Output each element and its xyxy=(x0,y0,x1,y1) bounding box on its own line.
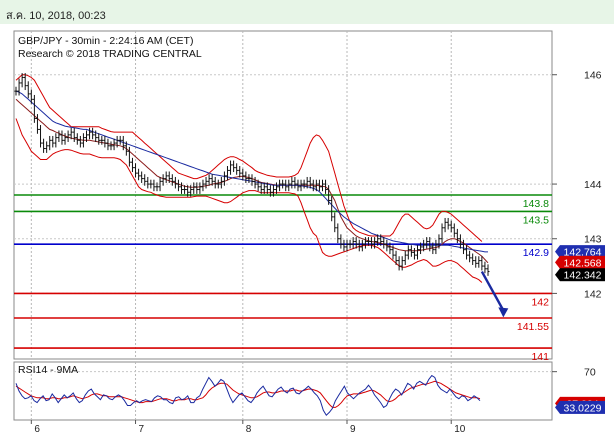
chart-title: GBP/JPY - 30min - 2:24:16 AM (CET) xyxy=(18,35,193,47)
y-tick-label: 142 xyxy=(584,288,602,300)
y-tick-label: 144 xyxy=(584,179,602,191)
forecast-arrow-shaft xyxy=(480,270,505,311)
timestamp: ส.ค. 10, 2018, 00:23 xyxy=(6,10,106,22)
chart-subtitle: Research © 2018 TRADING CENTRAL xyxy=(18,48,202,60)
x-tick-label: 9 xyxy=(350,424,356,435)
level-label: 141 xyxy=(531,351,549,363)
price-tag xyxy=(560,255,605,269)
rsi-tag xyxy=(560,400,605,414)
level-label: 143.5 xyxy=(523,214,549,226)
band-line-upper xyxy=(15,74,483,242)
price-tag-pointer xyxy=(555,245,560,259)
level-label: 143.8 xyxy=(523,198,549,210)
x-tick-label: 7 xyxy=(139,424,145,435)
x-tick-label: 6 xyxy=(34,424,40,435)
price-tag-pointer xyxy=(555,268,560,282)
y-tick-label: 143 xyxy=(584,234,602,246)
x-tick-label: 10 xyxy=(454,424,466,435)
price-tag-pointer xyxy=(555,255,560,269)
rsi-line xyxy=(15,374,481,416)
top-status-bar: ส.ค. 10, 2018, 00:23 xyxy=(0,0,614,24)
forecast-arrow-head xyxy=(498,307,509,318)
price-tag xyxy=(560,268,605,282)
y-tick-label: 146 xyxy=(584,70,602,82)
band-line-lower xyxy=(15,118,483,283)
level-label: 141.55 xyxy=(517,321,549,333)
rsi-tag-text: 33.0229 xyxy=(564,402,602,414)
price-tag xyxy=(560,245,605,259)
price-tag-text: 142.568 xyxy=(564,257,602,269)
rsi-title: RSI14 - 9MA xyxy=(18,364,78,376)
price-tag-text: 142.342 xyxy=(564,270,602,282)
level-label: 142.9 xyxy=(523,247,549,259)
level-label: 142 xyxy=(531,296,549,308)
rsi-tag-pointer xyxy=(555,400,560,414)
rsi-tick-label: 70 xyxy=(584,367,596,379)
price-tag-text: 142.764 xyxy=(564,247,602,259)
x-tick-label: 8 xyxy=(246,424,252,435)
